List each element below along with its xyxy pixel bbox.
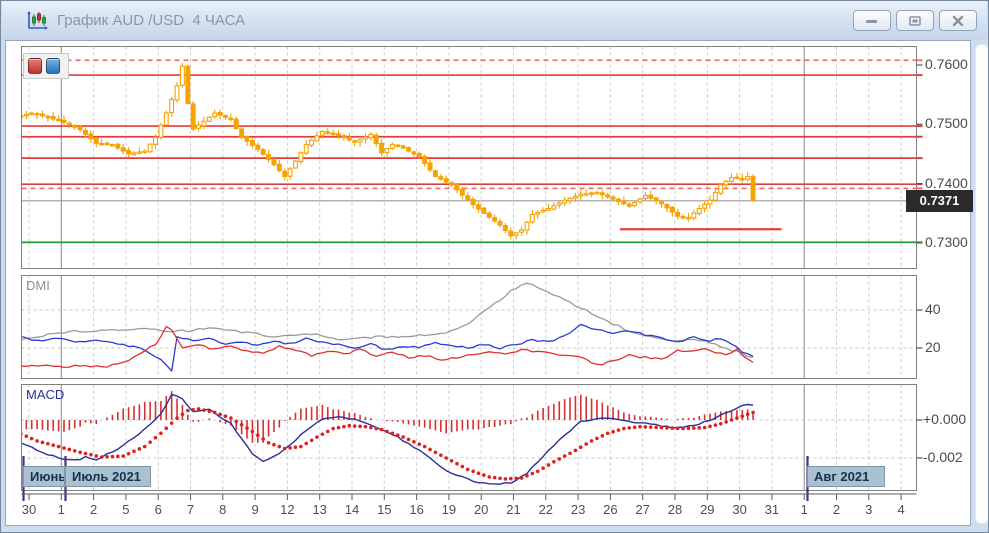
- date-axis-label: 30: [21, 502, 37, 517]
- date-axis-label: 7: [186, 502, 195, 517]
- window-title: График AUD /USD 4 ЧАСА: [57, 12, 246, 29]
- date-axis-label: 26: [603, 502, 618, 517]
- close-button[interactable]: [939, 10, 977, 31]
- date-axis-label: 3: [865, 502, 873, 517]
- date-axis-label: 1: [800, 502, 808, 517]
- candlestick-chart-icon: [26, 10, 48, 31]
- date-axis-label: 2: [89, 502, 98, 517]
- date-axis-label: 23: [570, 502, 586, 517]
- title-bar: График AUD /USD 4 ЧАСА: [2, 1, 987, 40]
- date-axis-label: 28: [667, 502, 683, 517]
- date-axis-label: 8: [219, 502, 227, 517]
- blue-marker-button[interactable]: [46, 58, 60, 74]
- minimize-button[interactable]: [853, 10, 891, 31]
- date-axis-label: 15: [377, 502, 392, 517]
- date-axis-label: 13: [312, 502, 327, 517]
- month-period-label: Июль 2021: [65, 466, 151, 487]
- date-axis-label: 2: [832, 502, 841, 517]
- chart-client-area: [5, 40, 971, 526]
- date-axis-label: 4: [897, 502, 905, 517]
- date-axis-label: 29: [700, 502, 715, 517]
- macd-axis-label: +0.000: [923, 411, 967, 427]
- date-axis-label: 9: [251, 502, 259, 517]
- current-price-badge: 0.7371: [906, 189, 973, 212]
- restore-button[interactable]: [896, 10, 934, 31]
- dmi-panel-title: DMI: [26, 278, 50, 293]
- macd-axis-label: -0.002: [923, 449, 963, 465]
- price-axis-label: 0.7400: [925, 174, 968, 191]
- date-axis-label: 31: [764, 502, 780, 517]
- date-axis-label: 19: [441, 502, 457, 517]
- chart-mini-toolbar: [23, 53, 69, 79]
- date-axis-label: 20: [473, 502, 489, 517]
- window-frame-strip: [975, 44, 988, 524]
- price-axis-label: 0.7500: [925, 115, 968, 132]
- red-marker-button[interactable]: [28, 58, 42, 74]
- date-axis-label: 21: [506, 502, 521, 517]
- dmi-axis-label: 20: [925, 339, 941, 355]
- date-axis-label: 12: [280, 502, 295, 517]
- price-axis-label: 0.7600: [925, 56, 968, 72]
- price-axis-label: 0.7300: [925, 233, 968, 250]
- date-axis-label: 30: [732, 502, 747, 517]
- date-axis-label: 6: [154, 502, 162, 517]
- dmi-axis-label: 40: [925, 301, 941, 317]
- date-axis-label: 27: [635, 502, 650, 517]
- month-period-label: Авг 2021: [807, 466, 885, 487]
- month-period-label: Июнь: [23, 466, 65, 487]
- date-axis-label: 22: [538, 502, 554, 517]
- date-axis-label: 16: [409, 502, 424, 517]
- date-axis-label: 5: [122, 502, 130, 517]
- date-axis-label: 14: [344, 502, 360, 517]
- macd-panel-title: MACD: [26, 387, 65, 402]
- date-axis-label: 1: [57, 502, 65, 517]
